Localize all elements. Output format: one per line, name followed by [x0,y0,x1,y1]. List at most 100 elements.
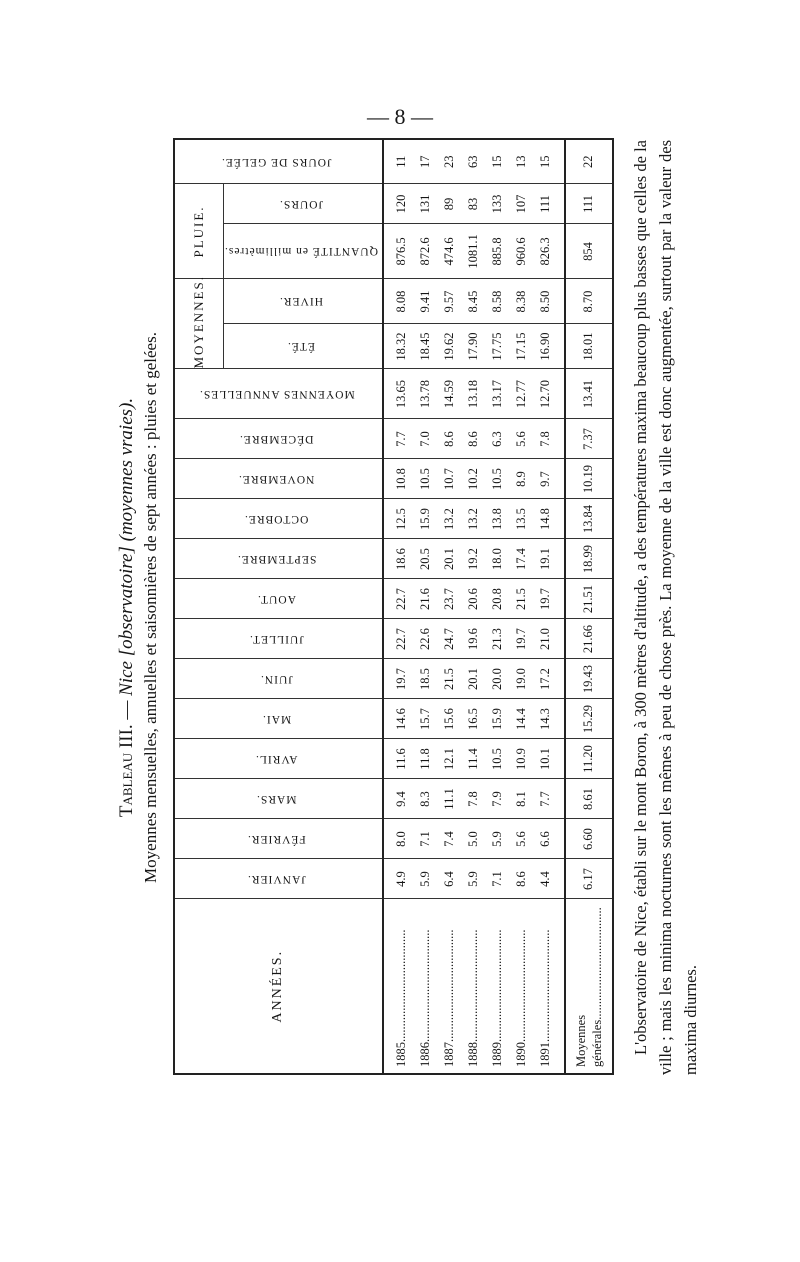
cell: 17.90 [461,324,486,369]
cell: 89 [437,183,462,224]
cell: 8.50 [533,278,565,324]
cell: 876.5 [382,223,414,279]
rotated-block: Tableau III. — Nice [observatoire] (moye… [115,137,700,1075]
title-text: Nice [observatoire] (moyennes vraies). [116,397,137,696]
cell: 7.1 [485,859,510,899]
cell: 10.5 [413,459,438,499]
cell: 13.18 [461,369,486,419]
table-row: 1886 5.97.18.311.815.718.522.621.620.515.… [413,138,438,1074]
header-text: MAI. [261,713,292,725]
cell: 14.4 [509,699,534,739]
cell: 9.4 [382,779,414,819]
cell: 4.9 [382,859,414,899]
cell: 10.5 [485,459,510,499]
cell: 8.1 [509,779,534,819]
cell: 8.58 [485,278,510,324]
cell: 10.19 [564,459,613,499]
data-table: ANNÉES. JANVIER. FÉVRIER. MARS. AVRIL. MAI. JU… [173,137,614,1075]
cell: 18.01 [564,324,613,369]
column-header: SEPTEMBRE. [174,539,383,579]
cell: 11.4 [461,739,486,779]
header-text: HIVER. [278,295,323,308]
cell: 5.9 [413,859,438,899]
column-header: NOVEMBRE. [174,459,383,499]
cell: 6.60 [564,819,613,859]
header-text: ÉTÉ. [287,340,315,353]
header-text: MOYENNES ANNUELLES. [198,388,355,400]
column-header: DÉCEMBRE. [174,419,383,459]
cell: 18.32 [382,324,414,369]
title-separator: — [116,700,137,720]
cell: 19.7 [533,579,565,619]
row-label-text: 1891 [538,1042,553,1067]
footnote: L'observatoire de Nice, établi sur le mo… [630,140,700,1075]
cell: 8.45 [461,278,486,324]
dot-leader [394,930,408,1043]
cell: 7.8 [533,419,565,459]
cell: 5.9 [461,859,486,899]
cell: 13.78 [413,369,438,419]
page-number: — 8 — [367,104,433,129]
cell: 5.6 [509,419,534,459]
cell: 13.2 [461,499,486,539]
title: Tableau III. — Nice [observatoire] (moye… [115,140,139,1075]
cell: 8.0 [382,819,414,859]
cell: 12.5 [382,499,414,539]
cell: 11 [382,138,414,184]
cell: 14.3 [533,699,565,739]
cell: 21.3 [485,619,510,659]
column-header: QUANTITÉ en millimètres. [223,223,383,279]
cell: 13.8 [485,499,510,539]
cell: 8.70 [564,278,613,324]
cell: 19.0 [509,659,534,699]
cell: 15.6 [437,699,462,739]
cell: 15.29 [564,699,613,739]
cell: 19.7 [509,619,534,659]
group-header: PLUIE. [174,183,224,279]
cell: 13.65 [382,369,414,419]
cell: 19.62 [437,324,462,369]
cell: 4.4 [533,859,565,899]
cell: 19.1 [533,539,565,579]
cell: 14.8 [533,499,565,539]
cell: 8.6 [461,419,486,459]
header-text: FÉVRIER. [247,833,306,845]
cell: 885.8 [485,223,510,279]
cell: 22.7 [382,619,414,659]
cell: 826.3 [533,223,565,279]
cell: 7.7 [382,419,414,459]
cell: 20.0 [485,659,510,699]
cell: 474.6 [437,223,462,279]
table-row: 1887 6.47.411.112.115.621.524.723.720.113… [437,138,462,1074]
cell: 17.2 [533,659,565,699]
cell: 23 [437,138,462,184]
row-label: 1887 [437,899,462,1074]
row-label-text: 1885 [394,1042,409,1067]
header-text: QUANTITÉ en millimètres. [224,245,378,258]
cell: 21.0 [533,619,565,659]
cell: 10.1 [533,739,565,779]
cell: 14.6 [382,699,414,739]
cell: 15.9 [413,499,438,539]
cell: 15 [533,138,565,184]
title-label: Tableau III. [116,724,137,818]
cell: 83 [461,183,486,224]
table-body: 18854.98.09.411.614.619.722.722.718.612.… [382,138,613,1074]
header-row: ANNÉES. JANVIER. FÉVRIER. MARS. AVRIL. MAI. JU… [174,138,383,1074]
cell: 18.99 [564,539,613,579]
cell: 21.51 [564,579,613,619]
cell: 18.45 [413,324,438,369]
cell: 19.7 [382,659,414,699]
cell: 19.43 [564,659,613,699]
cell: 6.3 [485,419,510,459]
cell: 17.15 [509,324,534,369]
column-header: OCTOBRE. [174,499,383,539]
cell: 12.77 [509,369,534,419]
cell: 6.6 [533,819,565,859]
cell: 10.9 [509,739,534,779]
cell: 13.2 [437,499,462,539]
column-header: JOURS DE GELÉE. [174,138,383,184]
table-row: 18885.95.07.811.416.520.119.620.619.213.… [461,138,486,1074]
cell: 120 [382,183,414,224]
row-label: 1891 [533,899,565,1074]
